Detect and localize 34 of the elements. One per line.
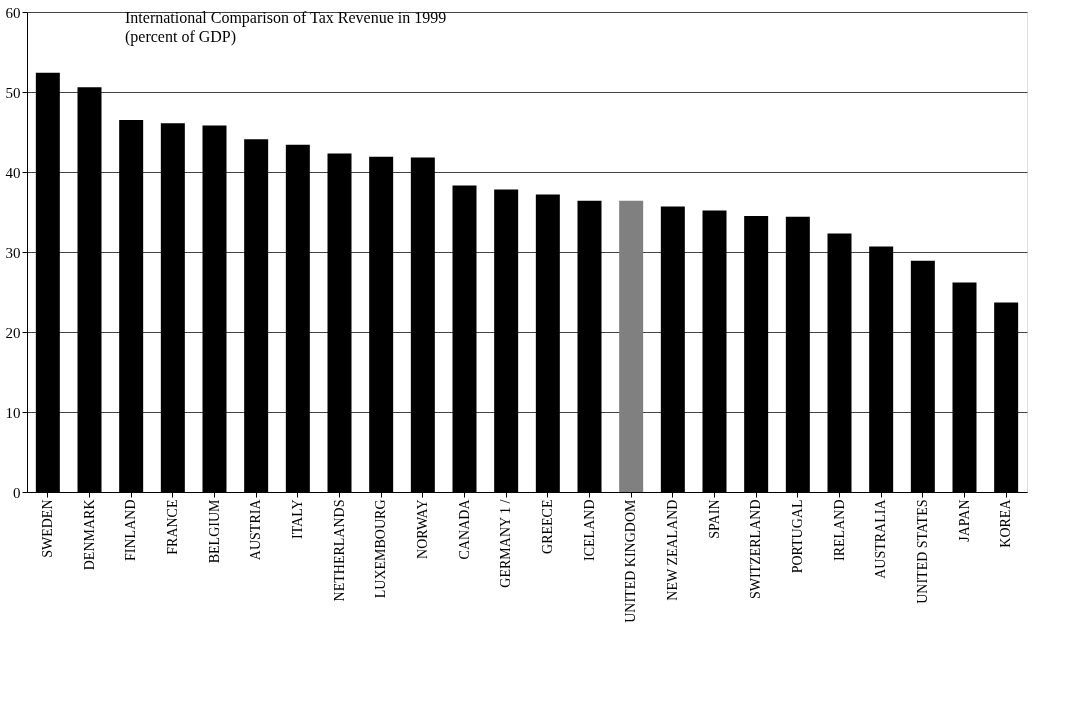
x-tick-label: CANADA <box>456 498 472 560</box>
x-tick-label: UNITED KINGDOM <box>623 498 639 623</box>
y-tick-label: 30 <box>5 244 21 261</box>
x-tick-label: SWITZERLAND <box>748 499 764 600</box>
x-tick-label: FINLAND <box>123 499 139 561</box>
y-tick-label: 40 <box>5 164 21 181</box>
x-tick-label: AUSTRALIA <box>873 498 889 579</box>
y-tick-label: 50 <box>5 84 21 101</box>
x-tick-label: GREECE <box>539 499 555 554</box>
x-tick-label: SWEDEN <box>39 499 55 558</box>
x-tick-label: KOREA <box>998 498 1014 548</box>
x-tick-label: ICELAND <box>581 499 597 561</box>
x-tick-label: LUXEMBOURG <box>373 499 389 599</box>
x-tick-label: NEW ZEALAND <box>664 499 680 601</box>
text: (percent of GDP) <box>125 28 237 46</box>
y-tick-label: 0 <box>13 484 21 501</box>
x-tick-label: IRELAND <box>831 499 847 561</box>
x-tick-label: DENMARK <box>81 499 97 571</box>
y-tick-label: 10 <box>5 404 21 421</box>
x-tick-label: AUSTRIA <box>248 498 264 561</box>
y-tick-label: 20 <box>5 324 21 341</box>
x-tick-label: BELGIUM <box>206 498 222 564</box>
chart-title: International Comparison of Tax Revenue in 1999 <box>125 9 447 27</box>
x-tick-label: NORWAY <box>414 499 430 559</box>
x-tick-label: SPAIN <box>706 499 722 539</box>
x-tick-label: ITALY <box>289 499 305 539</box>
x-tick-label: UNITED STATES <box>914 499 930 604</box>
x-tick-label: NETHERLANDS <box>331 499 347 602</box>
x-tick-label: FRANCE <box>164 499 180 555</box>
x-tick-label: PORTUGAL <box>789 499 805 574</box>
x-tick-label: GERMANY 1 / <box>498 499 514 588</box>
bar <box>619 200 644 492</box>
x-tick-label: JAPAN <box>956 499 972 542</box>
y-tick-label: 60 <box>5 4 21 21</box>
